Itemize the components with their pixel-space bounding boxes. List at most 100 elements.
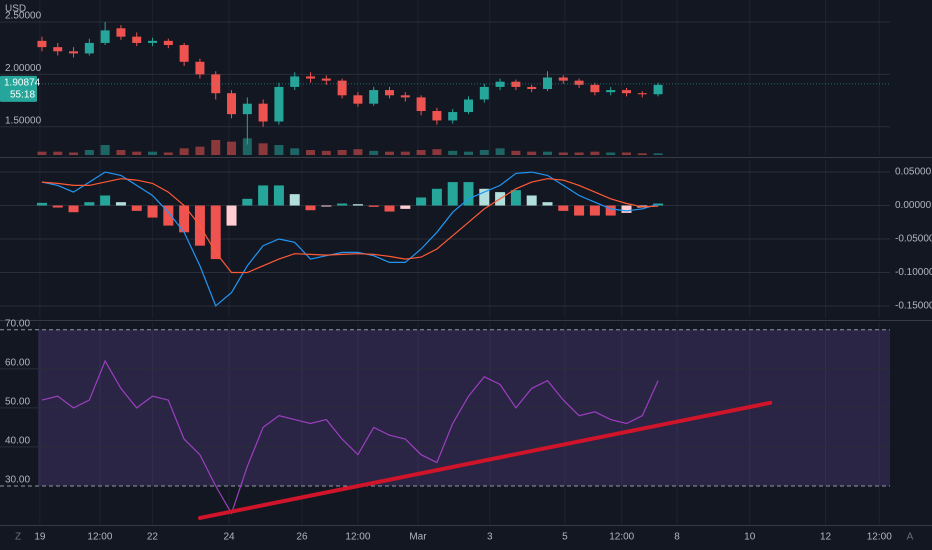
volume-bar <box>163 152 173 155</box>
candle-body <box>69 51 79 54</box>
candle-body <box>527 86 537 90</box>
histogram-bar <box>52 205 63 208</box>
x-tick-label: 12 <box>820 532 832 543</box>
histogram-bar <box>558 205 569 211</box>
histogram-bar <box>210 205 221 260</box>
volume-bar <box>416 150 426 155</box>
y-tick-label: 0.05000 <box>895 167 932 178</box>
candle-body <box>464 99 474 113</box>
volume-bar <box>337 150 347 155</box>
volume-bar <box>448 150 458 155</box>
candle-body <box>163 40 173 46</box>
volume-bar <box>148 151 158 155</box>
histogram-bar <box>416 197 427 206</box>
candle-body <box>179 45 189 62</box>
histogram-bar <box>400 205 411 209</box>
candle-body <box>258 103 268 122</box>
y-tick-label: 50.00 <box>5 397 30 408</box>
volume-bar <box>653 153 663 155</box>
candle-body <box>37 40 47 48</box>
x-tick-label: 12:00 <box>609 532 634 543</box>
volume-bar <box>606 152 616 155</box>
histogram-bar <box>384 205 395 212</box>
candle-body <box>369 90 379 104</box>
histogram-bar <box>510 190 521 206</box>
corner-icon[interactable]: A <box>907 532 914 543</box>
x-tick-label: 10 <box>744 532 756 543</box>
histogram-bar <box>115 202 126 206</box>
histogram-bar <box>242 198 253 206</box>
candle-body <box>479 86 489 100</box>
histogram-bar <box>305 205 316 211</box>
last-price-box <box>0 75 37 102</box>
volume-bar <box>242 138 252 155</box>
volume-bar <box>432 149 442 155</box>
volume-bar <box>116 150 126 155</box>
candle-body <box>590 84 600 93</box>
x-tick-label: 22 <box>147 532 159 543</box>
histogram-bar <box>368 205 379 207</box>
volume-bar <box>132 151 142 155</box>
y-tick-label: -0.10000 <box>895 267 932 278</box>
corner-icon[interactable]: Z <box>15 532 21 543</box>
histogram-bar <box>226 205 237 226</box>
candle-body <box>148 40 158 43</box>
histogram-bar <box>100 195 111 206</box>
rsi-line <box>41 359 659 515</box>
volume-bar <box>84 150 94 155</box>
volume-bar <box>369 150 379 155</box>
candle-body <box>448 112 458 121</box>
candle-body <box>416 97 426 112</box>
y-tick-label: 1.50000 <box>5 115 42 126</box>
currency-label: USD <box>5 4 26 15</box>
candle-body <box>574 80 584 85</box>
candle-body <box>432 111 442 121</box>
y-tick-label: 70.00 <box>5 318 30 329</box>
volume-bar <box>306 150 316 155</box>
candle-body <box>637 93 647 95</box>
histogram-bar <box>605 205 616 216</box>
x-tick-label: 3 <box>487 532 493 543</box>
histogram-bar <box>321 205 332 207</box>
histogram-bar <box>163 205 174 226</box>
candle-body <box>227 93 237 115</box>
candle-body <box>400 95 410 98</box>
x-tick-label: 12:00 <box>867 532 892 543</box>
volume-bar <box>495 148 505 155</box>
volume-bar <box>69 152 79 155</box>
volume-bar <box>179 148 189 155</box>
histogram-bar <box>621 205 632 213</box>
x-tick-label: 19 <box>34 532 46 543</box>
candle-body <box>195 61 205 75</box>
candle-body <box>100 30 110 43</box>
volume-bar <box>511 150 521 155</box>
y-tick-label: 0.00000 <box>895 200 932 211</box>
histogram-bar <box>574 205 585 216</box>
volume-bar <box>227 141 237 155</box>
volume-bar <box>37 151 47 155</box>
candle-body <box>653 84 663 95</box>
trend-line <box>197 400 773 520</box>
volume-bar <box>574 152 584 155</box>
candle-body <box>621 90 631 94</box>
volume-bar <box>385 151 395 155</box>
candle-body <box>274 86 284 122</box>
histogram-bar <box>463 182 474 206</box>
volume-bar <box>353 149 363 155</box>
candle-body <box>242 103 252 115</box>
volume-bar <box>621 152 631 155</box>
histogram-bar <box>337 203 348 206</box>
candle-body <box>211 74 221 94</box>
candle-body <box>495 81 505 87</box>
countdown-label: 55:18 <box>10 90 35 101</box>
y-tick-label: 60.00 <box>5 357 30 368</box>
candle-body <box>132 36 142 43</box>
volume-bar <box>195 146 205 155</box>
volume-bar <box>637 153 647 155</box>
histogram-bar <box>36 202 47 206</box>
volume-bar <box>290 148 300 155</box>
histogram-bar <box>179 205 190 233</box>
volume-bar <box>590 151 600 155</box>
volume-bar <box>479 150 489 155</box>
candle-body <box>542 77 552 90</box>
